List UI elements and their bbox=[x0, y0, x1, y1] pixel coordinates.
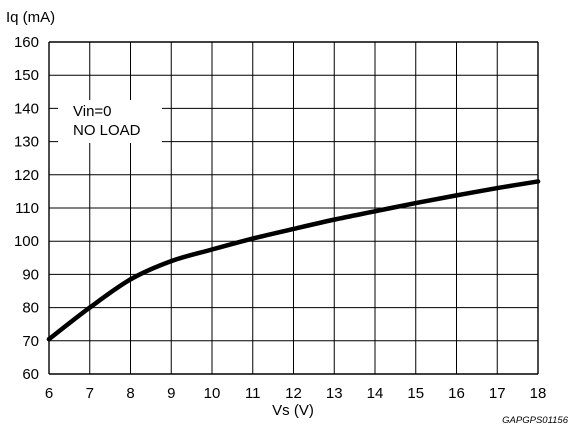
x-tick-label-11: 11 bbox=[245, 385, 261, 402]
data-point-10 bbox=[209, 247, 215, 252]
y-tick-label-110: 110 bbox=[15, 200, 39, 217]
data-point-7 bbox=[87, 305, 92, 310]
data-point-11 bbox=[250, 236, 255, 241]
x-axis-title: Vs (V) bbox=[272, 402, 314, 419]
x-tick-label-18: 18 bbox=[530, 385, 547, 402]
x-tick-labels: 6 7 8 9 10 11 12 13 14 15 16 17 18 bbox=[45, 385, 547, 402]
x-tick-label-12: 12 bbox=[285, 385, 302, 402]
y-axis-title: Iq (mA) bbox=[6, 9, 55, 26]
data-point-17 bbox=[495, 185, 500, 191]
y-tick-labels: 60 70 80 90 100 110 120 130 140 150 160 bbox=[14, 34, 39, 383]
data-point-14 bbox=[372, 209, 378, 214]
y-tick-label-150: 150 bbox=[14, 67, 39, 84]
x-tick-label-13: 13 bbox=[326, 385, 343, 402]
data-point-9 bbox=[169, 258, 174, 264]
grid bbox=[48, 41, 539, 375]
x-tick-label-9: 9 bbox=[167, 385, 175, 402]
y-tick-label-70: 70 bbox=[22, 333, 39, 350]
data-point-13 bbox=[332, 217, 337, 222]
annotation-background bbox=[58, 100, 162, 143]
annotation-no-load: NO LOAD bbox=[73, 122, 141, 139]
x-tick-label-14: 14 bbox=[367, 385, 384, 402]
y-tick-label-60: 60 bbox=[22, 366, 39, 383]
y-tick-label-80: 80 bbox=[22, 300, 39, 317]
y-tick-label-120: 120 bbox=[14, 167, 39, 184]
annotation-box bbox=[58, 100, 162, 143]
figure-code-label: GAPGPS01156 bbox=[502, 415, 569, 426]
x-tick-label-16: 16 bbox=[448, 385, 465, 402]
data-point-12 bbox=[291, 226, 296, 232]
data-point-8 bbox=[128, 277, 133, 282]
y-tick-label-160: 160 bbox=[14, 34, 39, 51]
data-point-16 bbox=[454, 193, 459, 198]
y-tick-label-90: 90 bbox=[22, 266, 39, 283]
y-tick-label-140: 140 bbox=[14, 100, 39, 117]
x-tick-label-10: 10 bbox=[204, 385, 221, 402]
x-tick-label-8: 8 bbox=[126, 385, 134, 402]
x-tick-label-17: 17 bbox=[489, 385, 506, 402]
data-point-15 bbox=[413, 200, 418, 206]
x-tick-label-7: 7 bbox=[86, 385, 94, 402]
series-group bbox=[46, 179, 541, 342]
annotation-vin: Vin=0 bbox=[73, 103, 112, 120]
x-tick-label-6: 6 bbox=[45, 385, 53, 402]
data-point-6 bbox=[46, 336, 52, 342]
data-point-18 bbox=[535, 179, 541, 184]
x-tick-label-15: 15 bbox=[407, 385, 424, 402]
y-tick-label-100: 100 bbox=[14, 233, 39, 250]
y-tick-label-130: 130 bbox=[14, 134, 39, 151]
